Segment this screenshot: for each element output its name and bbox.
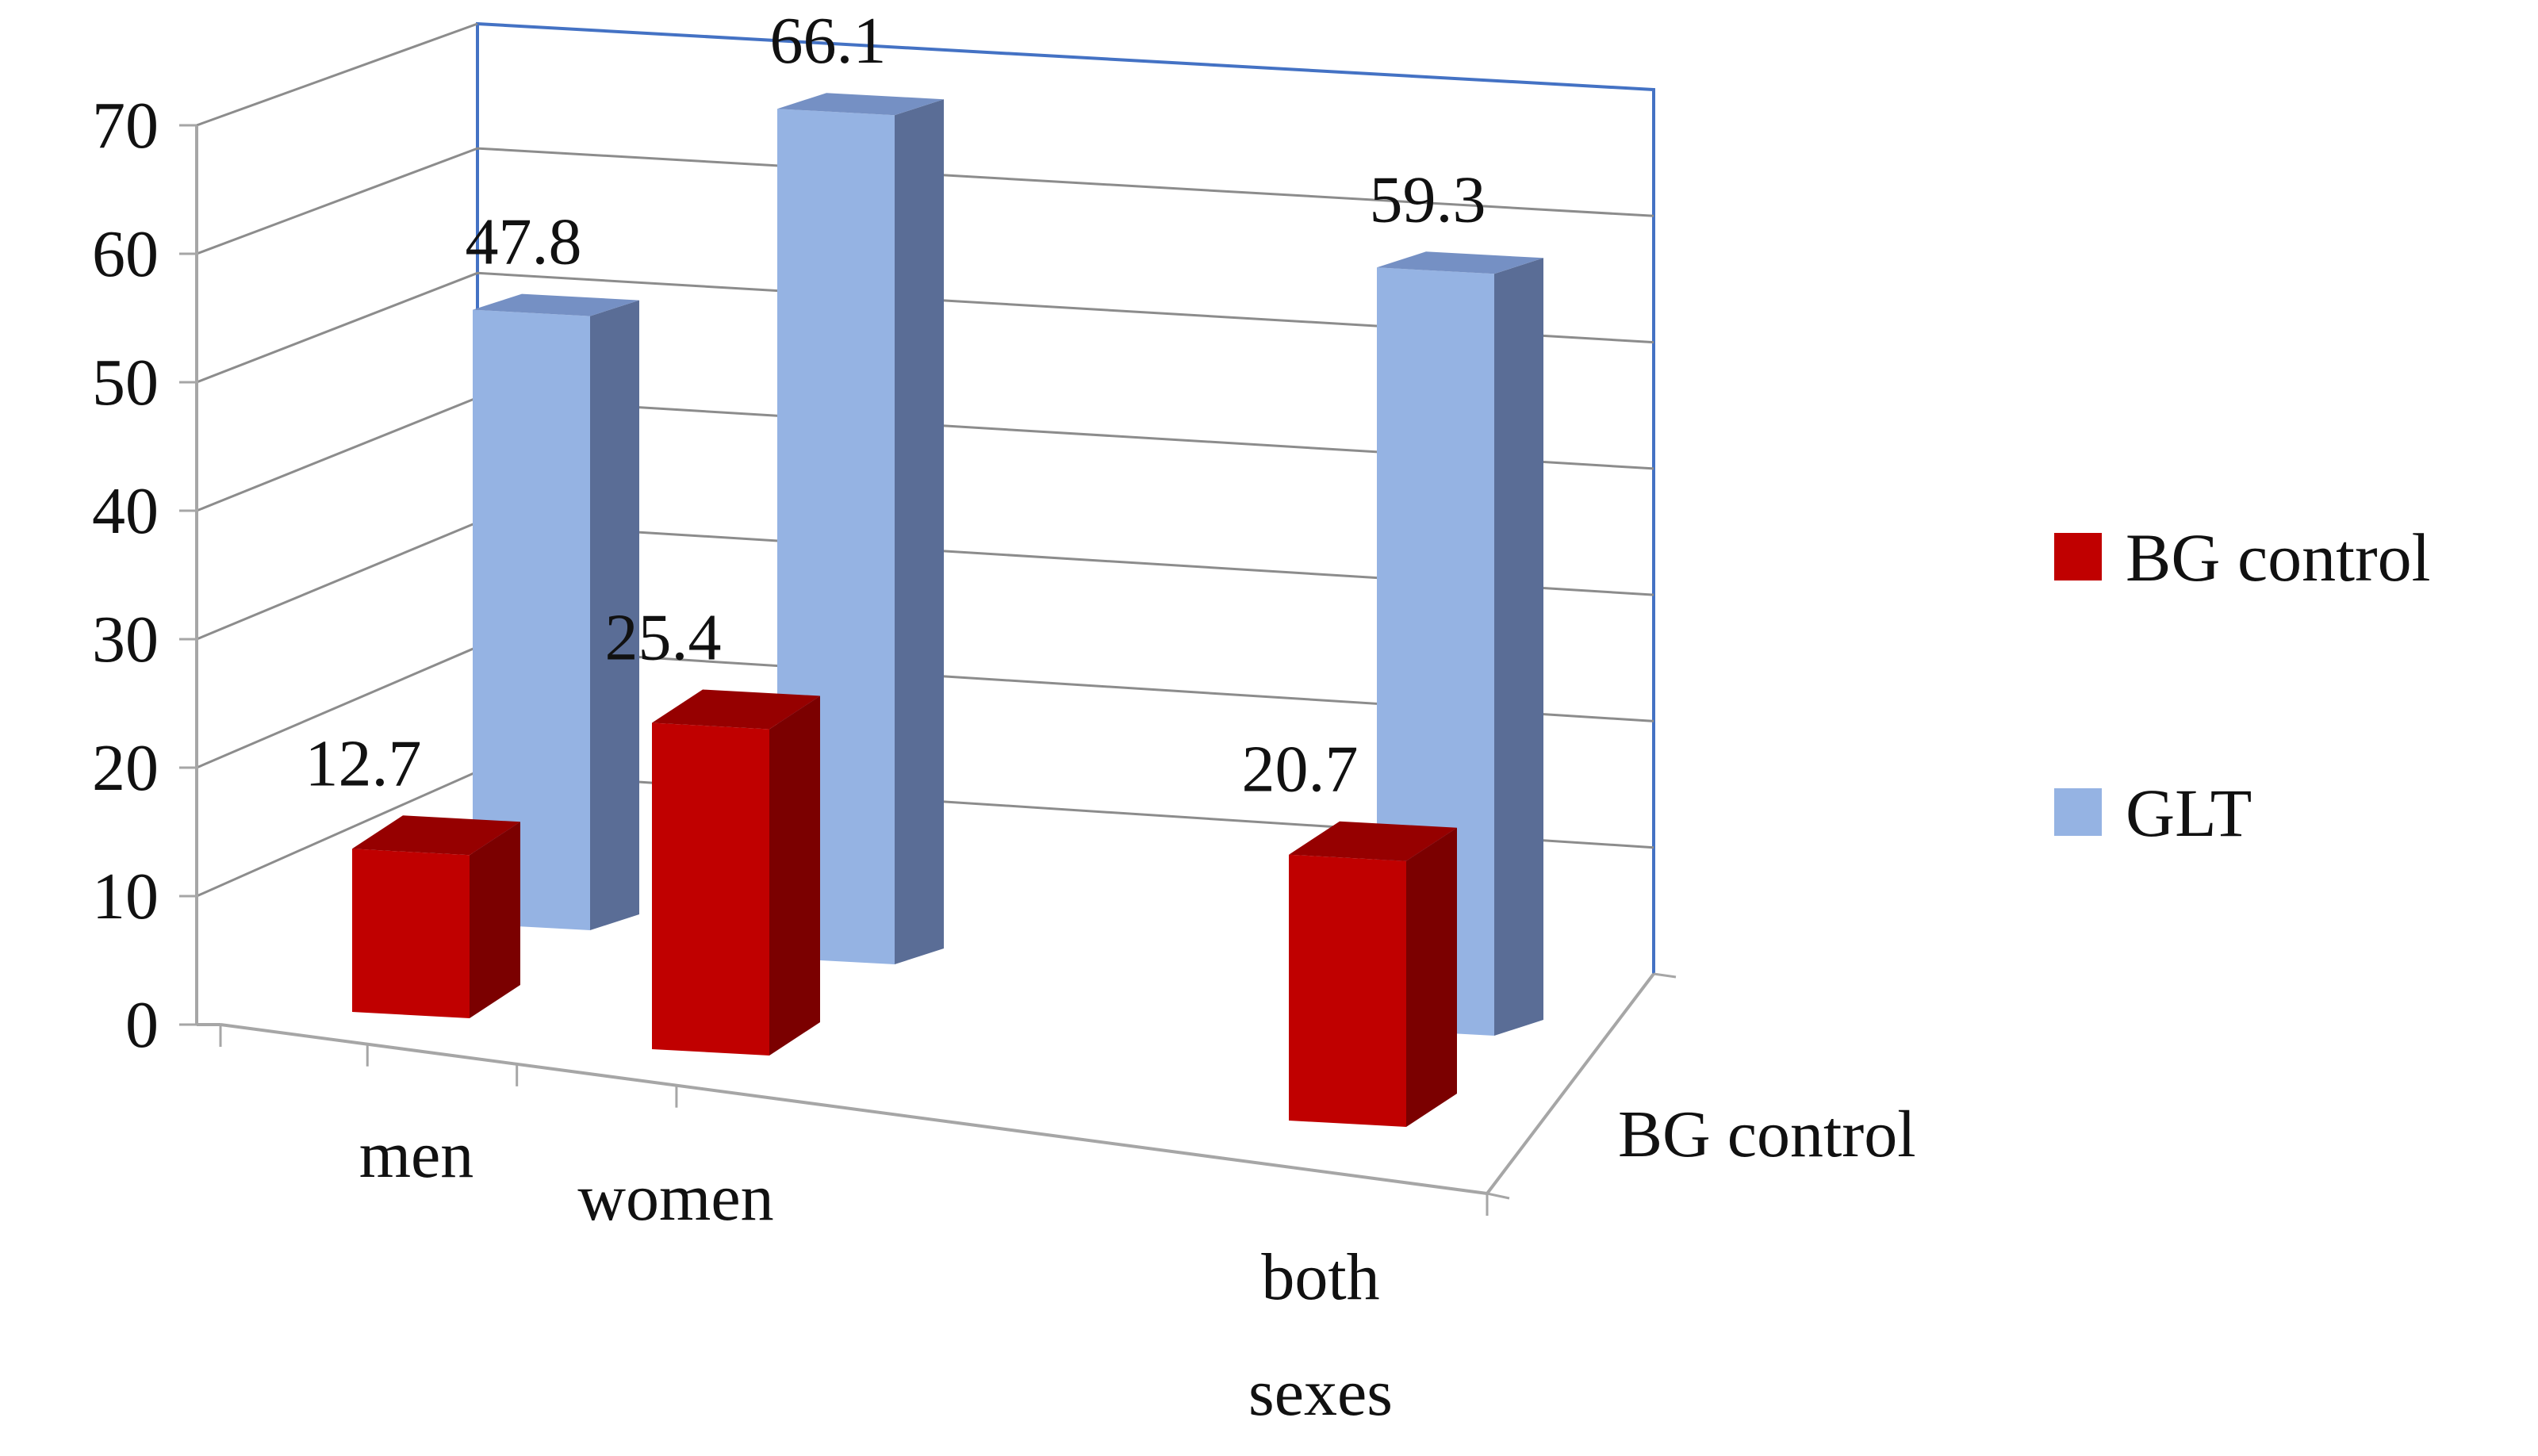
legend-swatch xyxy=(2054,533,2102,580)
bar-side-face xyxy=(470,822,520,1018)
axes xyxy=(195,125,1677,1216)
depth-axis-line xyxy=(1486,972,1655,1195)
bar xyxy=(652,689,820,1056)
bar-top-face xyxy=(473,293,639,316)
category-label: women xyxy=(577,1161,773,1235)
data-label: 66.1 xyxy=(770,4,887,78)
category-label-line: both xyxy=(1261,1240,1379,1314)
bar-front-face xyxy=(473,309,590,931)
bar xyxy=(473,293,639,931)
data-label: 25.4 xyxy=(605,601,722,675)
depth-tick-mark xyxy=(1653,972,1677,979)
category-label-line: women xyxy=(577,1161,773,1235)
category-label-line: sexes xyxy=(1248,1356,1393,1430)
bar-front-face xyxy=(1289,854,1406,1127)
y-tick-label: 50 xyxy=(92,346,159,420)
bar-top-face xyxy=(1377,251,1543,274)
bar-top-face xyxy=(777,93,944,116)
bar-side-face xyxy=(895,99,944,965)
legend: BG control GLT xyxy=(2054,519,2431,851)
legend-swatch xyxy=(2054,788,2102,836)
legend-item: BG control xyxy=(2054,519,2431,596)
data-label: 12.7 xyxy=(305,726,422,800)
legend-label: GLT xyxy=(2126,775,2252,851)
data-label: 47.8 xyxy=(466,205,582,279)
depth-tick-mark xyxy=(1486,1192,1510,1200)
data-label: 20.7 xyxy=(1242,733,1359,807)
bars xyxy=(352,93,1543,1127)
gridline xyxy=(196,147,1654,255)
bar-top-face xyxy=(352,815,520,856)
category-label: men xyxy=(359,1118,474,1192)
bar-top-face xyxy=(1289,821,1457,861)
y-tick-label: 0 xyxy=(125,988,159,1062)
category-labels: men women both sexes xyxy=(359,1118,1393,1430)
depth-axis-label: BG control xyxy=(1618,1098,1916,1171)
legend-label: BG control xyxy=(2126,519,2431,596)
gridline xyxy=(196,271,1654,384)
data-label: 59.3 xyxy=(1370,163,1486,236)
y-tick-label: 70 xyxy=(92,89,159,163)
data-labels: 47.8 66.1 59.3 12.7 25.4 20.7 xyxy=(305,4,1486,806)
gridline xyxy=(196,22,478,127)
bar-top-face xyxy=(652,689,820,730)
category-label: both sexes xyxy=(1248,1240,1393,1430)
y-tick-label: 30 xyxy=(92,603,159,676)
bar-side-face xyxy=(1406,827,1457,1127)
bar-side-face xyxy=(590,300,639,931)
y-tick-label: 60 xyxy=(92,217,159,291)
y-tick-label: 40 xyxy=(92,474,159,548)
y-tick-label: 10 xyxy=(92,860,159,933)
y-axis-ticks: 0 10 20 30 40 50 60 70 xyxy=(92,89,197,1062)
legend-item: GLT xyxy=(2054,775,2252,851)
bar-side-face xyxy=(1494,258,1543,1036)
x-axis-line xyxy=(220,1023,1488,1195)
y-tick-label: 20 xyxy=(92,731,159,805)
category-label-line: men xyxy=(359,1118,474,1192)
bar-front-face xyxy=(652,722,769,1056)
bar-side-face xyxy=(769,695,820,1056)
bar xyxy=(1289,821,1457,1127)
bar-front-face xyxy=(352,849,470,1018)
bar xyxy=(352,815,520,1018)
